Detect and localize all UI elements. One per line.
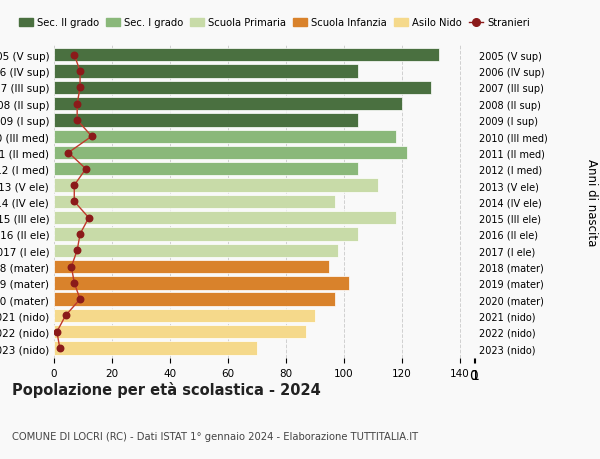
Bar [54, 244, 338, 257]
Bar [54, 195, 335, 209]
Bar [54, 293, 335, 306]
Bar [54, 65, 358, 78]
Point [70, 198, 79, 206]
Bar [54, 179, 379, 192]
Bar [54, 146, 407, 160]
Bar [54, 309, 314, 322]
Bar [54, 49, 439, 62]
Point [75, 84, 85, 92]
Text: Popolazione per età scolastica - 2024: Popolazione per età scolastica - 2024 [12, 381, 321, 397]
Point [70, 52, 79, 59]
Bar [54, 228, 358, 241]
Point [61, 312, 70, 319]
Bar [54, 163, 358, 176]
Point [75, 231, 85, 238]
Point [70, 280, 79, 287]
Legend: Sec. II grado, Sec. I grado, Scuola Primaria, Scuola Infanzia, Asilo Nido, Stran: Sec. II grado, Sec. I grado, Scuola Prim… [17, 17, 532, 30]
Bar [54, 341, 257, 355]
Bar [54, 260, 329, 274]
Point [55, 345, 65, 352]
Point [75, 68, 85, 76]
Bar [54, 325, 306, 339]
Point [70, 182, 79, 190]
Point [81, 166, 91, 173]
Point [67, 263, 76, 271]
Point [75, 296, 85, 303]
Point [64, 150, 73, 157]
Text: COMUNE DI LOCRI (RC) - Dati ISTAT 1° gennaio 2024 - Elaborazione TUTTITALIA.IT: COMUNE DI LOCRI (RC) - Dati ISTAT 1° gen… [12, 431, 418, 441]
Text: Anni di nascita: Anni di nascita [584, 158, 598, 246]
Bar [54, 277, 349, 290]
Point [73, 117, 82, 124]
Point [87, 133, 97, 140]
Bar [54, 130, 396, 144]
Bar [54, 114, 358, 127]
Bar [54, 212, 396, 225]
Bar [54, 82, 431, 95]
Point [73, 247, 82, 254]
Point [52, 328, 62, 336]
Point [73, 101, 82, 108]
Bar [54, 98, 401, 111]
Point [84, 214, 94, 222]
